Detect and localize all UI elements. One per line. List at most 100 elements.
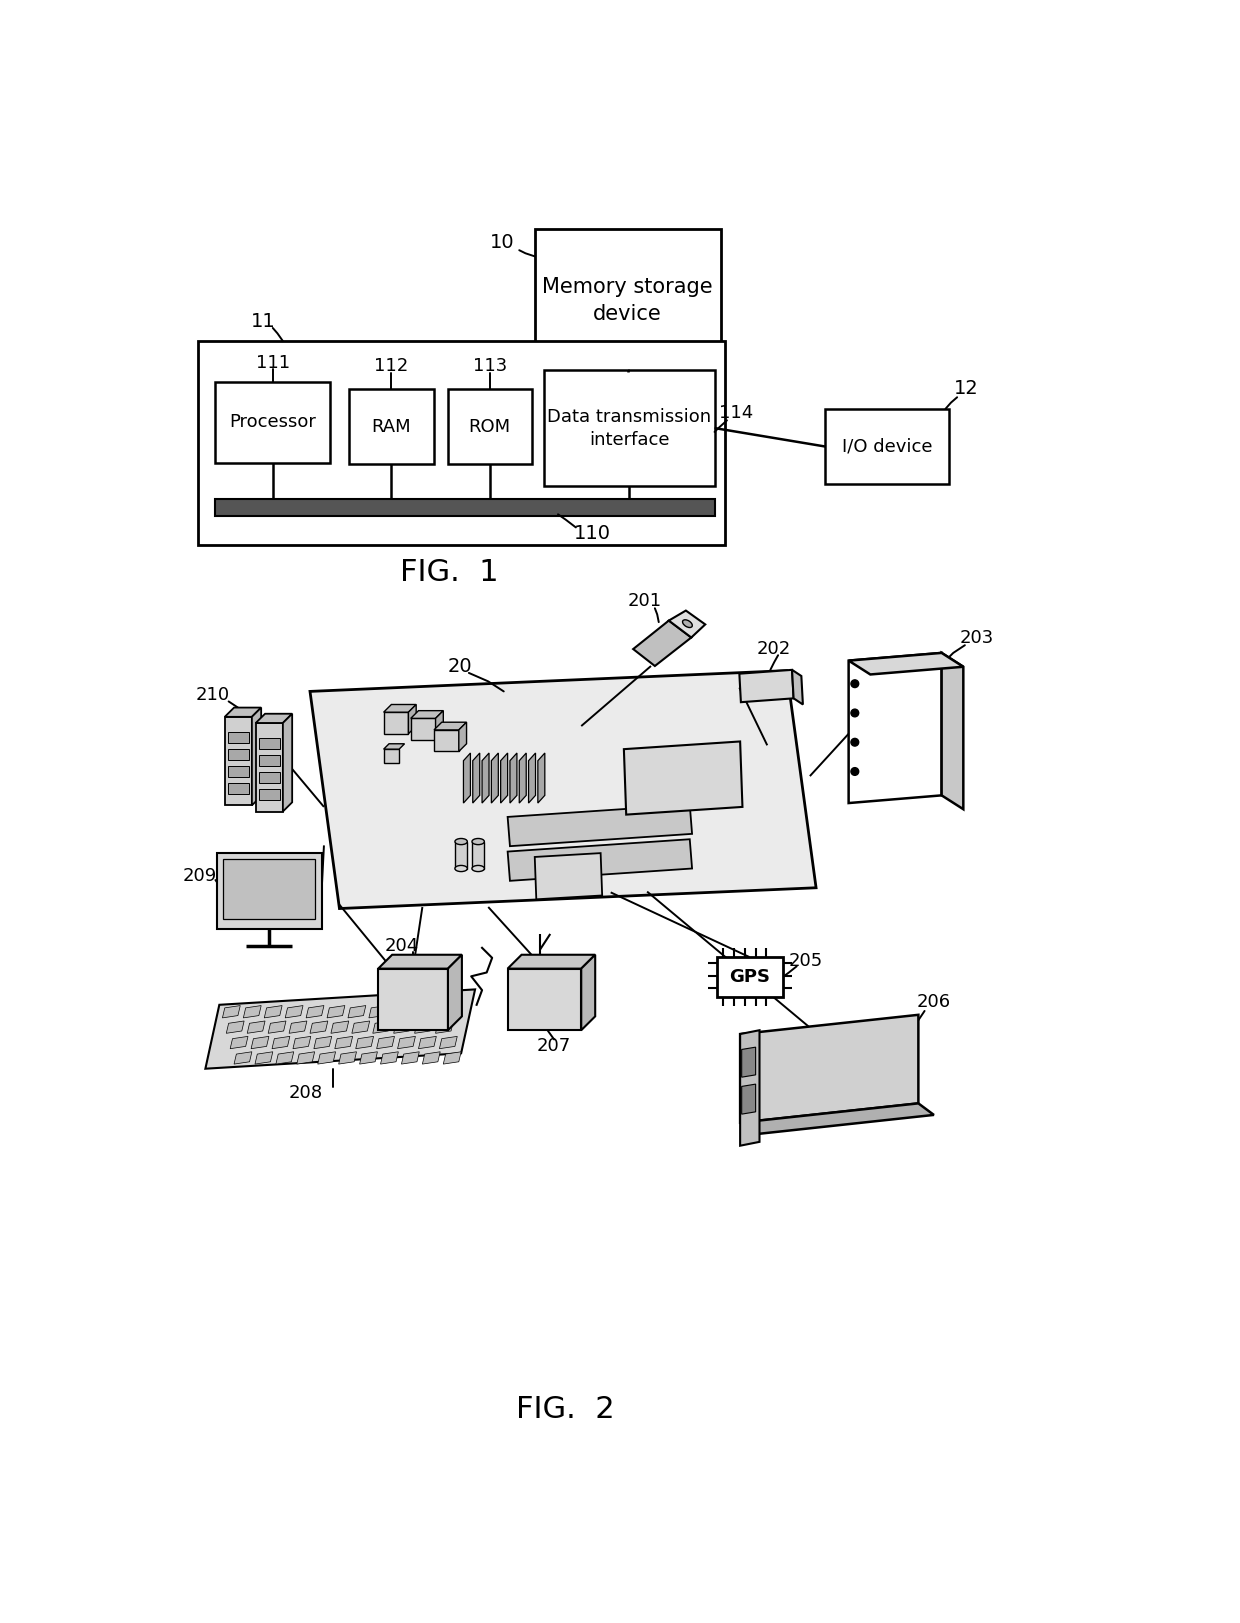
Polygon shape: [432, 1006, 449, 1018]
Polygon shape: [231, 1037, 248, 1048]
Bar: [826, 409, 950, 484]
Polygon shape: [455, 842, 467, 868]
Polygon shape: [377, 1037, 394, 1048]
Polygon shape: [434, 730, 459, 751]
Polygon shape: [383, 704, 417, 712]
Text: interface: interface: [589, 430, 670, 448]
Polygon shape: [402, 1052, 419, 1065]
Polygon shape: [740, 1104, 934, 1134]
Polygon shape: [224, 708, 262, 717]
Polygon shape: [510, 753, 517, 803]
Polygon shape: [419, 1037, 436, 1048]
Polygon shape: [222, 1006, 241, 1018]
Text: 114: 114: [719, 404, 754, 422]
Polygon shape: [378, 969, 448, 1031]
Text: FIG.  1: FIG. 1: [401, 558, 498, 586]
Text: Data transmission: Data transmission: [547, 407, 712, 425]
Ellipse shape: [472, 839, 485, 844]
Polygon shape: [317, 1052, 336, 1065]
Text: 112: 112: [374, 357, 408, 375]
Polygon shape: [331, 1021, 348, 1034]
Polygon shape: [268, 1021, 286, 1034]
Polygon shape: [507, 954, 595, 969]
Polygon shape: [739, 670, 794, 703]
Bar: [217, 854, 321, 928]
Text: 12: 12: [954, 380, 978, 398]
Text: 20: 20: [448, 656, 472, 675]
Text: ROM: ROM: [469, 417, 511, 435]
Text: 201: 201: [627, 592, 662, 610]
Polygon shape: [482, 753, 489, 803]
Polygon shape: [339, 1052, 357, 1065]
Polygon shape: [352, 1021, 370, 1034]
Circle shape: [851, 680, 858, 688]
Polygon shape: [285, 1006, 303, 1018]
Polygon shape: [507, 969, 582, 1031]
Bar: [223, 859, 315, 919]
Bar: [228, 732, 249, 743]
Polygon shape: [410, 711, 444, 719]
Polygon shape: [255, 1052, 273, 1065]
Text: Memory storage: Memory storage: [542, 278, 713, 297]
Polygon shape: [448, 954, 463, 1031]
Polygon shape: [289, 1021, 306, 1034]
Polygon shape: [410, 1006, 429, 1018]
Text: 110: 110: [574, 524, 611, 544]
Polygon shape: [439, 1037, 458, 1048]
Polygon shape: [472, 753, 480, 803]
Polygon shape: [389, 1006, 408, 1018]
Bar: [717, 958, 782, 997]
Polygon shape: [206, 990, 475, 1068]
Text: FIG.  2: FIG. 2: [516, 1396, 615, 1425]
Polygon shape: [507, 839, 692, 881]
Polygon shape: [459, 722, 466, 751]
Polygon shape: [582, 954, 595, 1031]
Polygon shape: [327, 1006, 345, 1018]
Circle shape: [851, 768, 858, 776]
Bar: [228, 766, 249, 777]
Ellipse shape: [682, 620, 692, 628]
Ellipse shape: [472, 865, 485, 872]
Polygon shape: [501, 753, 507, 803]
Polygon shape: [534, 854, 603, 899]
Polygon shape: [538, 753, 544, 803]
Polygon shape: [423, 1052, 440, 1065]
Polygon shape: [383, 712, 408, 734]
Polygon shape: [360, 1052, 377, 1065]
Polygon shape: [314, 1037, 332, 1048]
Polygon shape: [394, 1021, 412, 1034]
Polygon shape: [398, 1037, 415, 1048]
Polygon shape: [520, 753, 526, 803]
Polygon shape: [434, 722, 466, 730]
Polygon shape: [435, 1021, 454, 1034]
Polygon shape: [383, 750, 399, 763]
Polygon shape: [310, 1021, 327, 1034]
Polygon shape: [306, 1006, 324, 1018]
Polygon shape: [740, 1014, 919, 1123]
Ellipse shape: [455, 865, 467, 872]
Text: 113: 113: [472, 357, 507, 375]
Polygon shape: [408, 704, 417, 734]
Text: 111: 111: [255, 354, 290, 372]
Bar: [259, 789, 280, 800]
Bar: [259, 773, 280, 782]
Bar: [348, 390, 434, 464]
Polygon shape: [272, 1037, 290, 1048]
Bar: [216, 381, 330, 463]
Polygon shape: [247, 1021, 265, 1034]
Polygon shape: [234, 1052, 252, 1065]
Polygon shape: [252, 708, 262, 805]
Polygon shape: [255, 722, 283, 812]
Bar: [259, 738, 280, 750]
Text: 209: 209: [182, 867, 217, 885]
Polygon shape: [742, 1047, 755, 1078]
Polygon shape: [370, 1006, 387, 1018]
Polygon shape: [335, 1037, 352, 1048]
Bar: [216, 498, 715, 516]
Polygon shape: [444, 1052, 461, 1065]
Bar: [534, 229, 720, 372]
Circle shape: [851, 709, 858, 717]
Text: GPS: GPS: [729, 967, 770, 987]
Text: 202: 202: [758, 639, 791, 657]
Text: 208: 208: [289, 1084, 324, 1102]
